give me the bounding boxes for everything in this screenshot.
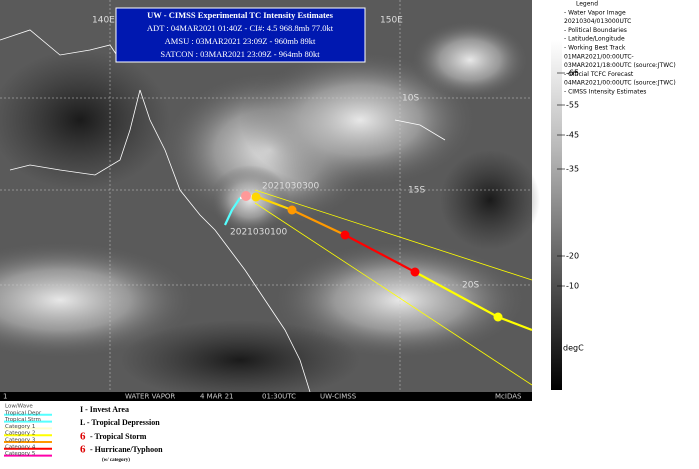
title-line: UW - CIMSS Experimental TC Intensity Est…: [147, 10, 333, 20]
legend-line: - Working Best Track: [564, 45, 626, 52]
map-labels: 140E 150E 10S 15S 20S 2021030300 2021030…: [92, 16, 479, 291]
title-line: ADT : 04MAR2021 01:40Z - CI#: 4.5 968.8m…: [147, 23, 334, 33]
legend-line: - Political Boundaries: [564, 27, 627, 34]
symbol-legend: I - Invest Area L - Tropical Depression 6-…: [80, 405, 163, 463]
status-item: McIDAS: [495, 393, 522, 401]
colorbar-tick-label: -35: [566, 165, 579, 174]
legend-line: - Water Vapor Image: [564, 9, 626, 16]
status-items: 1 WATER VAPOR 4 MAR 21 01:30UTC UW-CIMSS McID…: [3, 393, 522, 401]
title-line: AMSU : 03MAR2021 23:09Z - 960mb 89kt: [165, 36, 316, 46]
lon-label: 150E: [380, 16, 403, 26]
symbol-legend-label: I - Invest Area: [80, 405, 129, 414]
track-legend-label: Category 2: [5, 431, 35, 437]
legend-line: - CIMSS Intensity Estimates: [564, 89, 646, 96]
legend-line: Legend: [576, 1, 598, 8]
colorbar-ticks: -65 -55 -45 -35 -20 -10: [557, 69, 579, 291]
track-legend-label: Category 3: [5, 438, 36, 444]
colorbar-tick-label: -65: [566, 69, 579, 78]
storm-symbol: 6: [80, 444, 86, 456]
colorbar-tick-label: -20: [566, 252, 579, 261]
legend-line: 03MAR2021/18:00UTC (source:JTWC): [564, 62, 676, 69]
status-item: UW-CIMSS: [320, 393, 357, 401]
track-legend-label: Low/Wave: [5, 404, 33, 410]
title-line: SATCON : 03MAR2021 23:09Z - 964mb 80kt: [160, 49, 320, 59]
legend-line: 01MAR2021/00:00UTC-: [564, 53, 634, 60]
symbol-legend-label: L - Tropical Depression: [80, 418, 160, 427]
legend-line: - Latitude/Longitude: [564, 36, 625, 43]
symbol-legend-label: (w/ category): [102, 458, 130, 463]
status-item: 01:30UTC: [262, 393, 296, 401]
status-item: WATER VAPOR: [125, 393, 175, 401]
colorbar-tick-label: -45: [566, 131, 579, 140]
graticule: [0, 0, 532, 392]
lat-label: 10S: [402, 94, 419, 104]
coastlines: [0, 29, 446, 393]
colorbar: [551, 40, 562, 390]
lat-label: 15S: [408, 186, 425, 196]
colorbar-unit: degC: [563, 344, 584, 353]
legend-line: 20210304/013000UTC: [564, 18, 631, 25]
legend-line: - Official TCFC Forecast: [564, 71, 634, 78]
status-bar: [0, 392, 532, 401]
symbol-legend-label: - Tropical Storm: [90, 432, 147, 441]
colorbar-tick-label: -10: [566, 282, 579, 291]
lat-label: 20S: [462, 281, 479, 291]
storm-symbol: 6: [80, 431, 86, 443]
fix-label: 2021030300: [262, 182, 320, 192]
status-item: 1: [3, 393, 7, 401]
fix-label: 2021030100: [230, 228, 288, 238]
track-legend-label: Tropical Depr: [4, 410, 42, 416]
forecast-cone: [254, 189, 533, 386]
status-item: 4 MAR 21: [200, 393, 234, 401]
track-legend-label: Tropical Strm: [4, 417, 41, 423]
track-legend-label: Category 5: [5, 451, 36, 457]
title-box: [115, 7, 366, 63]
legend-top: Legend- Water Vapor Image 20210304/013000…: [564, 1, 676, 96]
track-points: [241, 191, 503, 322]
track-legend-label: Category 4: [5, 444, 36, 450]
symbol-legend-label: - Hurricane/Typhoon: [90, 445, 163, 454]
track-legend-label: Category 1: [5, 424, 35, 430]
colorbar-tick-label: -55: [566, 101, 579, 110]
title-lines: UW - CIMSS Experimental TC Intensity Est…: [147, 10, 334, 59]
lon-label: 140E: [92, 16, 115, 26]
legend-line: 04MAR2021/00:00UTC (source:JTWC): [564, 80, 676, 87]
